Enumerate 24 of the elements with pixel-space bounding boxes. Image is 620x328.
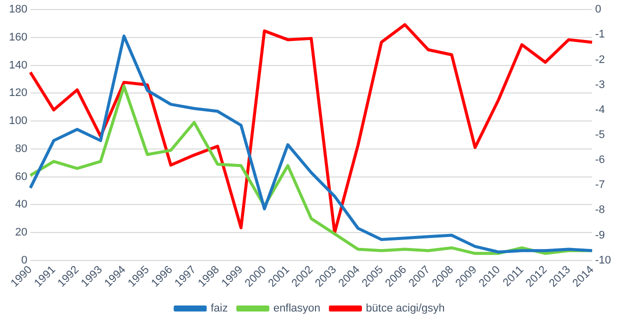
- legend-label: bütce acigi/gsyh: [366, 302, 445, 315]
- y-tick-label: 140: [8, 59, 28, 72]
- legend-label: faiz: [210, 302, 228, 315]
- y2-tick-label: -6: [595, 154, 605, 166]
- y-tick-label: 0: [21, 254, 28, 266]
- legend-label: enflasyon: [273, 302, 320, 315]
- y-tick-label: 180: [8, 4, 28, 16]
- y2-tick-label: 0: [595, 4, 602, 16]
- y2-tick-label: -8: [595, 204, 605, 216]
- y-tick-label: 100: [8, 115, 28, 128]
- y2-tick-label: -7: [595, 179, 605, 192]
- y2-tick-label: -5: [595, 129, 605, 142]
- y-tick-label: 60: [15, 170, 28, 183]
- y2-tick-label: -9: [595, 229, 605, 242]
- y2-tick-label: -1: [595, 28, 605, 41]
- y2-tick-label: -2: [595, 54, 605, 66]
- y2-tick-label: -3: [595, 78, 605, 91]
- y-tick-label: 80: [15, 142, 28, 155]
- y-tick-label: 160: [8, 31, 28, 44]
- y2-tick-label: -4: [595, 104, 605, 116]
- y-tick-label: 20: [15, 226, 28, 239]
- y-tick-label: 40: [15, 198, 28, 211]
- y-tick-label: 120: [8, 87, 28, 100]
- y2-tick-label: -10: [595, 254, 612, 266]
